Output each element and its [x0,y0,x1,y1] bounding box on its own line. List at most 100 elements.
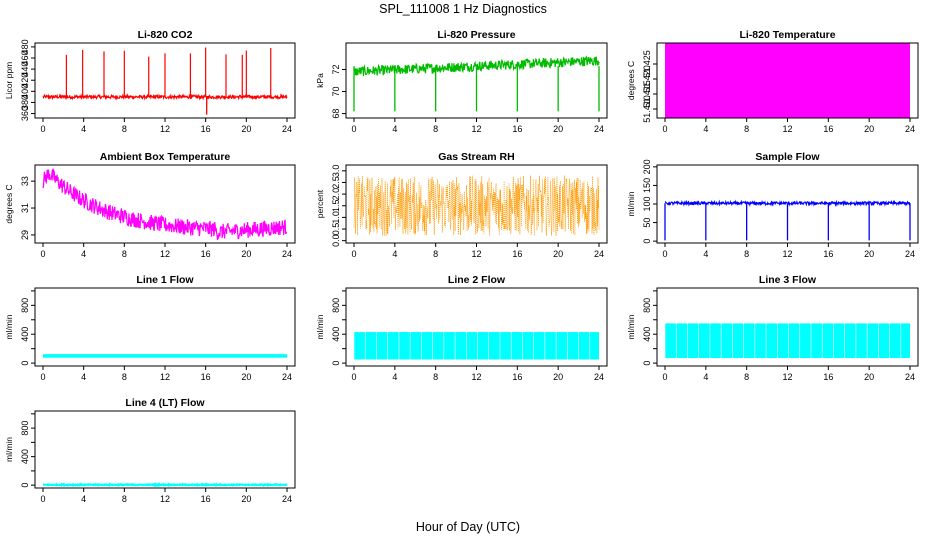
x-tick-label: 0 [662,124,667,134]
y-tick-label: 2.0 [331,188,341,201]
x-tick-label: 0 [662,249,667,259]
series-band [665,43,910,118]
x-tick-label: 4 [703,124,708,134]
x-tick-label: 20 [864,249,874,259]
y-tick-label: 51.415 [642,80,652,108]
x-axis-label: Hour of Day (UTC) [416,520,520,534]
y-tick-label: 400 [642,327,652,342]
x-tick-label: 20 [553,249,563,259]
y-axis-label: ml/min [4,314,14,339]
x-tick-label: 12 [160,494,170,504]
panel-li-820-temperature: Li-820 Temperature 0 4 8 12 16 20 24 51.41051.41… [626,29,919,134]
series-line-4-lt-flow [43,482,288,488]
series-li-820-co2 [42,47,288,115]
y-tick-label: 0 [642,361,652,366]
y-tick-label: 150 [642,178,652,193]
x-tick-label: 8 [744,372,749,382]
panel-title: Li-820 Pressure [437,29,515,41]
panel-title: Line 1 Flow [136,274,194,286]
panel-ambient-box-temperature: Ambient Box Temperature 0 4 8 12 16 20 24 29 31 33… [4,151,296,259]
series-line [42,167,288,240]
x-tick-label: 24 [282,372,292,382]
panel-gas-stream-rh: Gas Stream RH 0 4 8 12 16 20 24 0.00.51.01.52.02… [315,151,608,259]
panel-title: Ambient Box Temperature [100,151,231,163]
x-tick-label: 12 [160,249,170,259]
x-tick-label: 24 [282,249,292,259]
y-tick-label: 0 [642,239,652,244]
y-tick-label: 33 [20,176,30,186]
x-tick-label: 20 [553,372,563,382]
y-tick-label: 51.410 [642,95,652,123]
y-tick-label: 0 [331,361,341,366]
x-tick-label: 4 [392,249,397,259]
x-tick-label: 12 [160,372,170,382]
series-points [353,175,600,237]
y-tick-label: 51.425 [642,50,652,78]
panel-sample-flow: Sample Flow 0 4 8 12 16 20 24 0 50 100 150 200 ml/min [626,151,919,259]
x-tick-label: 16 [512,249,522,259]
x-tick-label: 8 [433,249,438,259]
x-tick-label: 0 [40,124,45,134]
panel-title: Li-820 CO2 [138,29,193,41]
y-tick-label: 400 [20,84,30,99]
panel-li-820-pressure: Li-820 Pressure 0 4 8 12 16 20 24 68 70 72 kPa [315,29,608,134]
series-li-820-pressure [353,55,600,112]
panel-line-2-flow: Line 2 Flow 0 4 8 12 16 20 24 0 400 800 ml/min [315,274,608,382]
y-axis-label: degrees C [4,184,14,223]
x-tick-label: 0 [40,372,45,382]
x-tick-label: 12 [471,372,481,382]
series-line-3-flow [664,321,910,359]
x-tick-label: 24 [905,124,915,134]
x-tick-label: 16 [823,372,833,382]
x-tick-label: 12 [782,372,792,382]
x-tick-label: 0 [662,372,667,382]
y-tick-label: 100 [642,196,652,211]
x-tick-label: 8 [433,124,438,134]
series-line-1-flow [43,354,287,358]
x-tick-label: 4 [392,124,397,134]
y-tick-label: 380 [20,95,30,110]
x-tick-label: 4 [81,124,86,134]
x-tick-label: 24 [282,124,292,134]
x-tick-label: 12 [160,124,170,134]
y-tick-label: 31 [20,203,30,213]
x-tick-label: 16 [201,124,211,134]
x-tick-label: 8 [122,124,127,134]
x-tick-label: 20 [553,124,563,134]
y-tick-label: 400 [20,449,30,464]
x-tick-label: 16 [512,372,522,382]
y-axis-label: degrees C [626,61,636,100]
x-tick-label: 12 [782,124,792,134]
panel-title: Line 3 Flow [759,274,817,286]
x-tick-label: 4 [703,249,708,259]
series-li-820-temperature [665,43,910,118]
x-tick-label: 0 [351,249,356,259]
x-tick-label: 0 [351,124,356,134]
x-tick-label: 16 [823,124,833,134]
x-tick-label: 24 [594,249,604,259]
series-line-2-flow [353,330,599,360]
panel-line-3-flow: Line 3 Flow 0 4 8 12 16 20 24 0 400 800 ml/min [626,274,919,382]
x-tick-label: 8 [433,372,438,382]
x-tick-label: 16 [201,372,211,382]
y-tick-label: 400 [331,327,341,342]
x-tick-label: 20 [864,124,874,134]
series-sample-flow [664,199,911,241]
y-tick-label: 800 [642,298,652,313]
x-tick-label: 24 [905,372,915,382]
y-axis-label: ml/min [4,437,14,462]
y-axis-label: ml/min [315,314,325,339]
x-tick-label: 8 [744,124,749,134]
y-axis-label: ml/min [626,314,636,339]
panel-title: Gas Stream RH [438,151,514,163]
x-tick-label: 0 [40,249,45,259]
x-tick-label: 24 [282,494,292,504]
x-tick-label: 12 [782,249,792,259]
y-tick-label: 29 [20,230,30,240]
y-tick-label: 51.420 [642,65,652,93]
x-tick-label: 4 [81,372,86,382]
series-band [43,354,287,358]
x-tick-label: 4 [81,249,86,259]
panel-line-4-lt-flow: Line 4 (LT) Flow 0 4 8 12 16 20 24 0 400 800 ml/min [4,397,296,504]
